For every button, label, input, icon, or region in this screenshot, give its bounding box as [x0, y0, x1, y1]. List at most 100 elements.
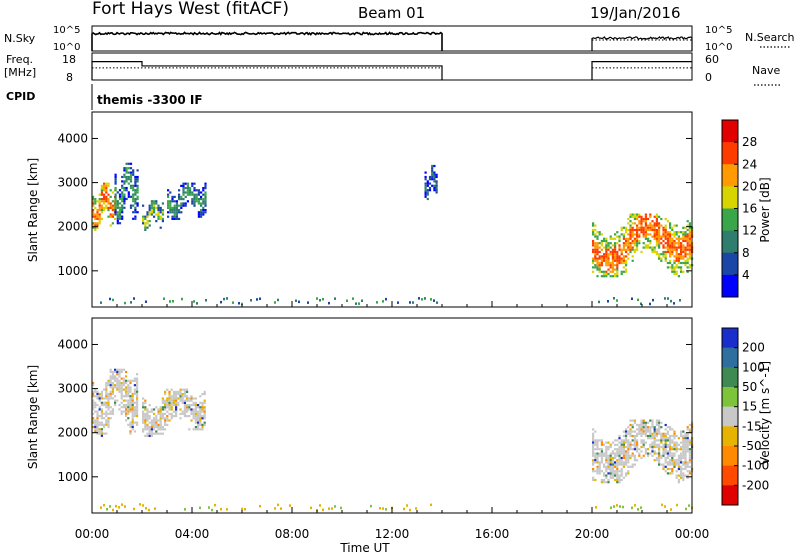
ground-scatter-pixel	[652, 298, 654, 302]
data-pixel	[175, 397, 178, 400]
data-pixel	[594, 224, 597, 227]
data-pixel	[636, 443, 639, 446]
data-pixel	[627, 459, 630, 462]
data-pixel	[109, 377, 112, 380]
data-pixel	[107, 198, 110, 201]
data-pixel	[127, 171, 130, 174]
ground-scatter-pixel	[355, 302, 357, 305]
data-pixel	[596, 467, 599, 471]
data-pixel	[684, 253, 687, 256]
data-pixel	[662, 463, 665, 466]
data-pixel	[180, 195, 183, 198]
data-pixel	[153, 206, 156, 209]
data-pixel	[655, 432, 658, 435]
data-pixel	[105, 397, 108, 400]
data-pixel	[614, 472, 617, 475]
data-pixel	[596, 235, 599, 238]
data-pixel	[616, 463, 619, 466]
data-pixel	[100, 417, 103, 420]
data-pixel	[655, 235, 658, 238]
data-pixel	[127, 410, 130, 413]
data-pixel	[658, 239, 661, 243]
data-pixel	[633, 459, 636, 462]
data-pixel	[100, 412, 103, 415]
data-pixel	[123, 169, 126, 172]
data-pixel	[203, 421, 206, 424]
data-pixel	[204, 193, 207, 196]
data-pixel	[662, 231, 665, 234]
data-pixel	[609, 237, 612, 240]
data-pixel	[153, 209, 156, 212]
data-pixel	[594, 248, 597, 251]
data-pixel	[107, 381, 110, 385]
data-pixel	[114, 370, 117, 374]
data-pixel	[600, 275, 603, 278]
data-pixel	[638, 448, 641, 451]
data-pixel	[177, 397, 180, 400]
data-pixel	[182, 204, 185, 207]
data-pixel	[172, 395, 175, 398]
ground-scatter-pixel	[280, 507, 282, 510]
data-pixel	[664, 450, 667, 453]
data-pixel	[680, 470, 683, 473]
data-pixel	[159, 432, 162, 435]
data-pixel	[133, 421, 136, 424]
data-pixel	[631, 419, 634, 422]
data-pixel	[625, 242, 628, 245]
data-pixel	[127, 417, 130, 420]
data-pixel	[688, 246, 691, 249]
data-pixel	[111, 200, 114, 203]
data-pixel	[600, 481, 603, 484]
ground-scatter-pixel	[250, 299, 252, 302]
data-pixel	[592, 224, 595, 227]
data-pixel	[168, 390, 171, 393]
ground-scatter-pixel	[622, 505, 624, 509]
data-pixel	[594, 244, 597, 247]
data-pixel	[157, 412, 160, 415]
data-pixel	[682, 226, 685, 229]
data-pixel	[114, 200, 117, 203]
data-pixel	[600, 452, 603, 455]
data-pixel	[100, 414, 103, 418]
data-pixel	[688, 242, 691, 245]
data-pixel	[609, 246, 612, 249]
data-pixel	[644, 224, 647, 227]
data-pixel	[669, 454, 672, 457]
colorbar-tick-label: 20	[742, 179, 757, 193]
data-pixel	[166, 388, 169, 391]
data-pixel	[669, 253, 672, 256]
data-pixel	[616, 266, 619, 269]
data-pixel	[103, 202, 106, 205]
data-pixel	[625, 437, 628, 440]
data-pixel	[200, 215, 203, 218]
data-pixel	[627, 441, 630, 444]
data-pixel	[633, 437, 636, 440]
data-pixel	[592, 459, 595, 462]
data-pixel	[201, 415, 204, 418]
data-pixel	[671, 248, 674, 251]
data-pixel	[105, 395, 108, 398]
data-pixel	[618, 450, 621, 453]
data-pixel	[658, 445, 661, 449]
data-pixel	[433, 186, 436, 190]
data-pixel	[675, 259, 678, 262]
data-pixel	[105, 182, 108, 185]
data-pixel	[688, 430, 691, 433]
data-pixel	[118, 373, 121, 376]
data-pixel	[426, 197, 429, 201]
data-pixel	[105, 410, 108, 413]
data-pixel	[150, 419, 153, 422]
data-pixel	[129, 401, 132, 404]
data-pixel	[592, 242, 595, 245]
data-pixel	[92, 384, 95, 387]
data-pixel	[631, 242, 634, 245]
data-pixel	[684, 456, 687, 460]
data-pixel	[105, 200, 108, 203]
data-pixel	[625, 441, 628, 444]
ground-scatter-pixel	[241, 302, 243, 306]
data-pixel	[622, 450, 625, 453]
data-pixel	[603, 478, 606, 482]
data-pixel	[168, 408, 171, 411]
data-pixel	[199, 412, 202, 415]
